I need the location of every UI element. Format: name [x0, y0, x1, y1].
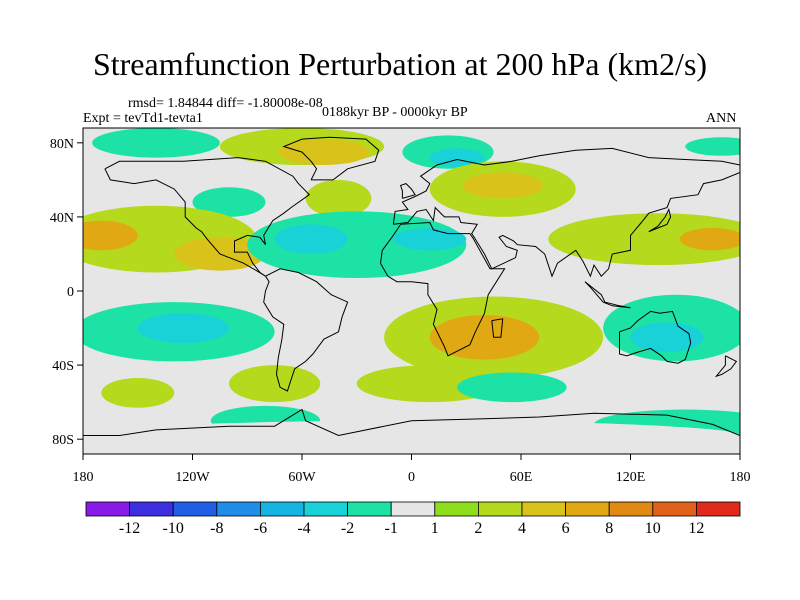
colorbar-label-6: -1	[385, 520, 398, 537]
lat-label-3: 40S	[52, 359, 74, 374]
colorbar-swatch-6	[347, 501, 392, 517]
contour-field-layer	[83, 128, 740, 451]
coastline-layer	[83, 136, 740, 437]
season-label: ANN	[706, 111, 737, 126]
colorbar-swatch-2	[172, 501, 218, 517]
colorbar-label-10: 6	[562, 520, 570, 537]
lon-label-4: 60E	[510, 470, 533, 485]
contour-region-6	[462, 172, 543, 199]
coastline-south-america	[263, 268, 349, 392]
colorbar-label-11: 8	[605, 520, 613, 537]
coastline-british-isles	[399, 183, 416, 199]
contour-region-17	[679, 228, 740, 251]
contour-region-26	[457, 372, 567, 403]
colorbar-label-3: -6	[254, 520, 267, 537]
stats-line: rmsd= 1.84844 diff= -1.80008e-08	[128, 96, 323, 111]
lat-label-0: 80N	[50, 137, 74, 152]
colorbar-swatch-0	[85, 501, 130, 517]
plot-title: Streamfunction Perturbation at 200 hPa (…	[92, 46, 708, 82]
coastline-africa-eurasia	[380, 221, 506, 357]
colorbar-label-0: -12	[119, 520, 140, 537]
coastline-australia	[619, 310, 692, 364]
lon-label-2: 60W	[288, 470, 316, 485]
coastline-greenland	[282, 136, 380, 181]
coastline-new-zealand	[714, 355, 738, 378]
coastline-north-america	[104, 157, 311, 277]
colorbar-swatch-13	[652, 501, 697, 517]
colorbar-label-12: 10	[645, 520, 661, 537]
longitude-axis: 180 120W 60W 0 60E 120E 180	[73, 454, 751, 485]
colorbar-swatch-5	[303, 501, 348, 517]
coastline-indonesia	[584, 281, 631, 309]
colorbar-swatch-1	[129, 501, 174, 517]
colorbar-swatch-8	[434, 501, 479, 517]
coastline-madagascar	[491, 318, 504, 338]
colorbar-swatch-4	[259, 501, 305, 517]
period-line: 0188kyr BP - 0000kyr BP	[322, 105, 468, 120]
contour-region-16	[548, 213, 740, 266]
contour-region-0	[92, 128, 220, 158]
lat-label-4: 80S	[52, 433, 74, 448]
colorbar: -12 -10 -8 -6 -4 -2 -1 1 2 4 6 8 10 12	[85, 501, 741, 537]
lat-label-2: 0	[67, 285, 74, 300]
colorbar-label-13: 12	[688, 520, 704, 537]
colorbar-label-8: 2	[474, 520, 482, 537]
lat-label-1: 40N	[50, 211, 74, 226]
contour-region-20	[101, 378, 175, 408]
coastline-antarctica	[83, 408, 740, 437]
latitude-axis: 80N 40N 0 40S 80S	[50, 137, 83, 448]
coastline-eurasia	[392, 147, 740, 278]
colorbar-label-9: 4	[518, 520, 526, 537]
colorbar-label-2: -8	[210, 520, 223, 537]
contour-region-7	[305, 179, 372, 217]
lon-label-5: 120E	[616, 470, 646, 485]
colorbar-swatch-14	[696, 501, 741, 517]
colorbar-swatch-7	[390, 501, 436, 517]
contour-region-24	[429, 315, 540, 360]
contour-region-30	[83, 420, 740, 451]
contour-region-28	[630, 322, 704, 353]
colorbar-label-7: 1	[431, 520, 439, 537]
lon-label-1: 120W	[175, 470, 210, 485]
colorbar-label-1: -10	[163, 520, 184, 537]
contour-region-14	[274, 224, 348, 254]
contour-region-8	[192, 187, 266, 217]
colorbar-swatch-12	[608, 501, 654, 517]
contour-region-11	[83, 220, 138, 251]
lon-label-6: 180	[730, 470, 751, 485]
colorbar-swatch-11	[565, 501, 610, 517]
experiment-line: Expt = tevTd1-tevta1	[83, 111, 203, 126]
contour-region-19	[137, 313, 229, 343]
colorbar-swatch-9	[477, 501, 523, 517]
contour-region-9	[685, 137, 740, 156]
map-background	[83, 128, 740, 454]
colorbar-label-4: -4	[297, 520, 310, 537]
contour-region-2	[278, 139, 370, 166]
colorbar-swatch-10	[521, 501, 566, 517]
coastline-japan	[648, 208, 672, 233]
colorbar-label-5: -2	[341, 520, 354, 537]
colorbar-swatch-3	[216, 501, 261, 517]
lon-label-3: 0	[408, 470, 415, 485]
lon-label-0: 180	[73, 470, 94, 485]
contour-region-15	[393, 228, 467, 251]
contour-region-21	[229, 365, 321, 403]
